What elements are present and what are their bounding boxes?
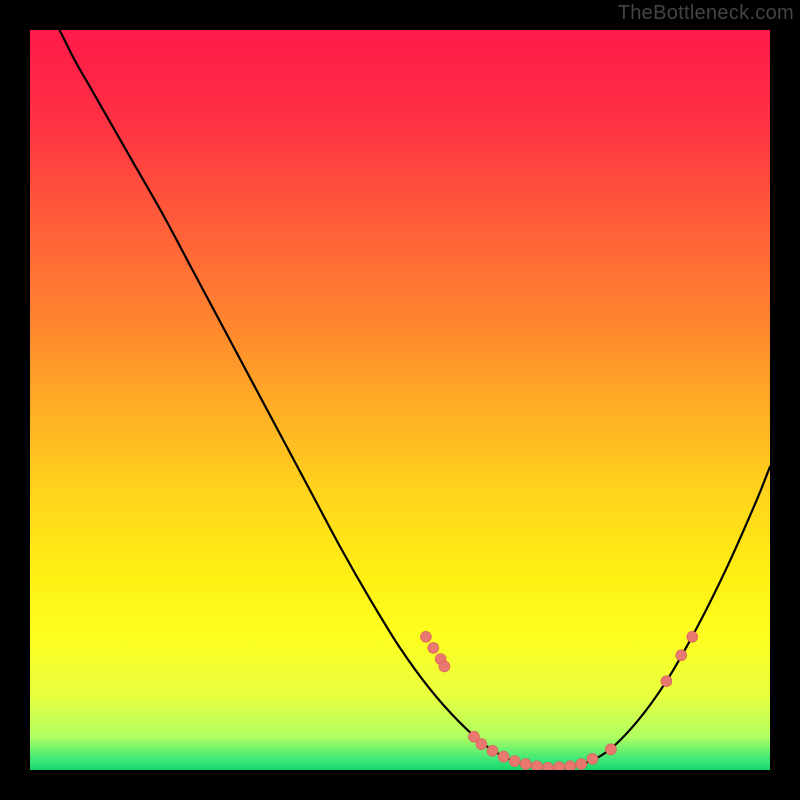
data-marker <box>554 762 565 770</box>
bottleneck-curve <box>60 30 770 768</box>
data-marker <box>565 761 576 770</box>
data-marker <box>687 631 698 642</box>
data-marker <box>676 650 687 661</box>
data-marker <box>509 756 520 767</box>
data-marker <box>520 759 531 770</box>
data-marker <box>487 745 498 756</box>
attribution-text: TheBottleneck.com <box>618 2 794 25</box>
data-marker <box>420 631 431 642</box>
data-marker <box>661 676 672 687</box>
data-marker <box>605 744 616 755</box>
curve-layer <box>30 30 770 770</box>
chart-container: TheBottleneck.com <box>0 0 800 800</box>
data-marker <box>543 762 554 770</box>
data-marker <box>587 753 598 764</box>
data-marker <box>531 761 542 770</box>
data-marker <box>428 642 439 653</box>
data-marker <box>576 759 587 770</box>
data-marker <box>439 661 450 672</box>
plot-area <box>30 30 770 770</box>
data-marker <box>476 739 487 750</box>
data-marker <box>498 751 509 762</box>
